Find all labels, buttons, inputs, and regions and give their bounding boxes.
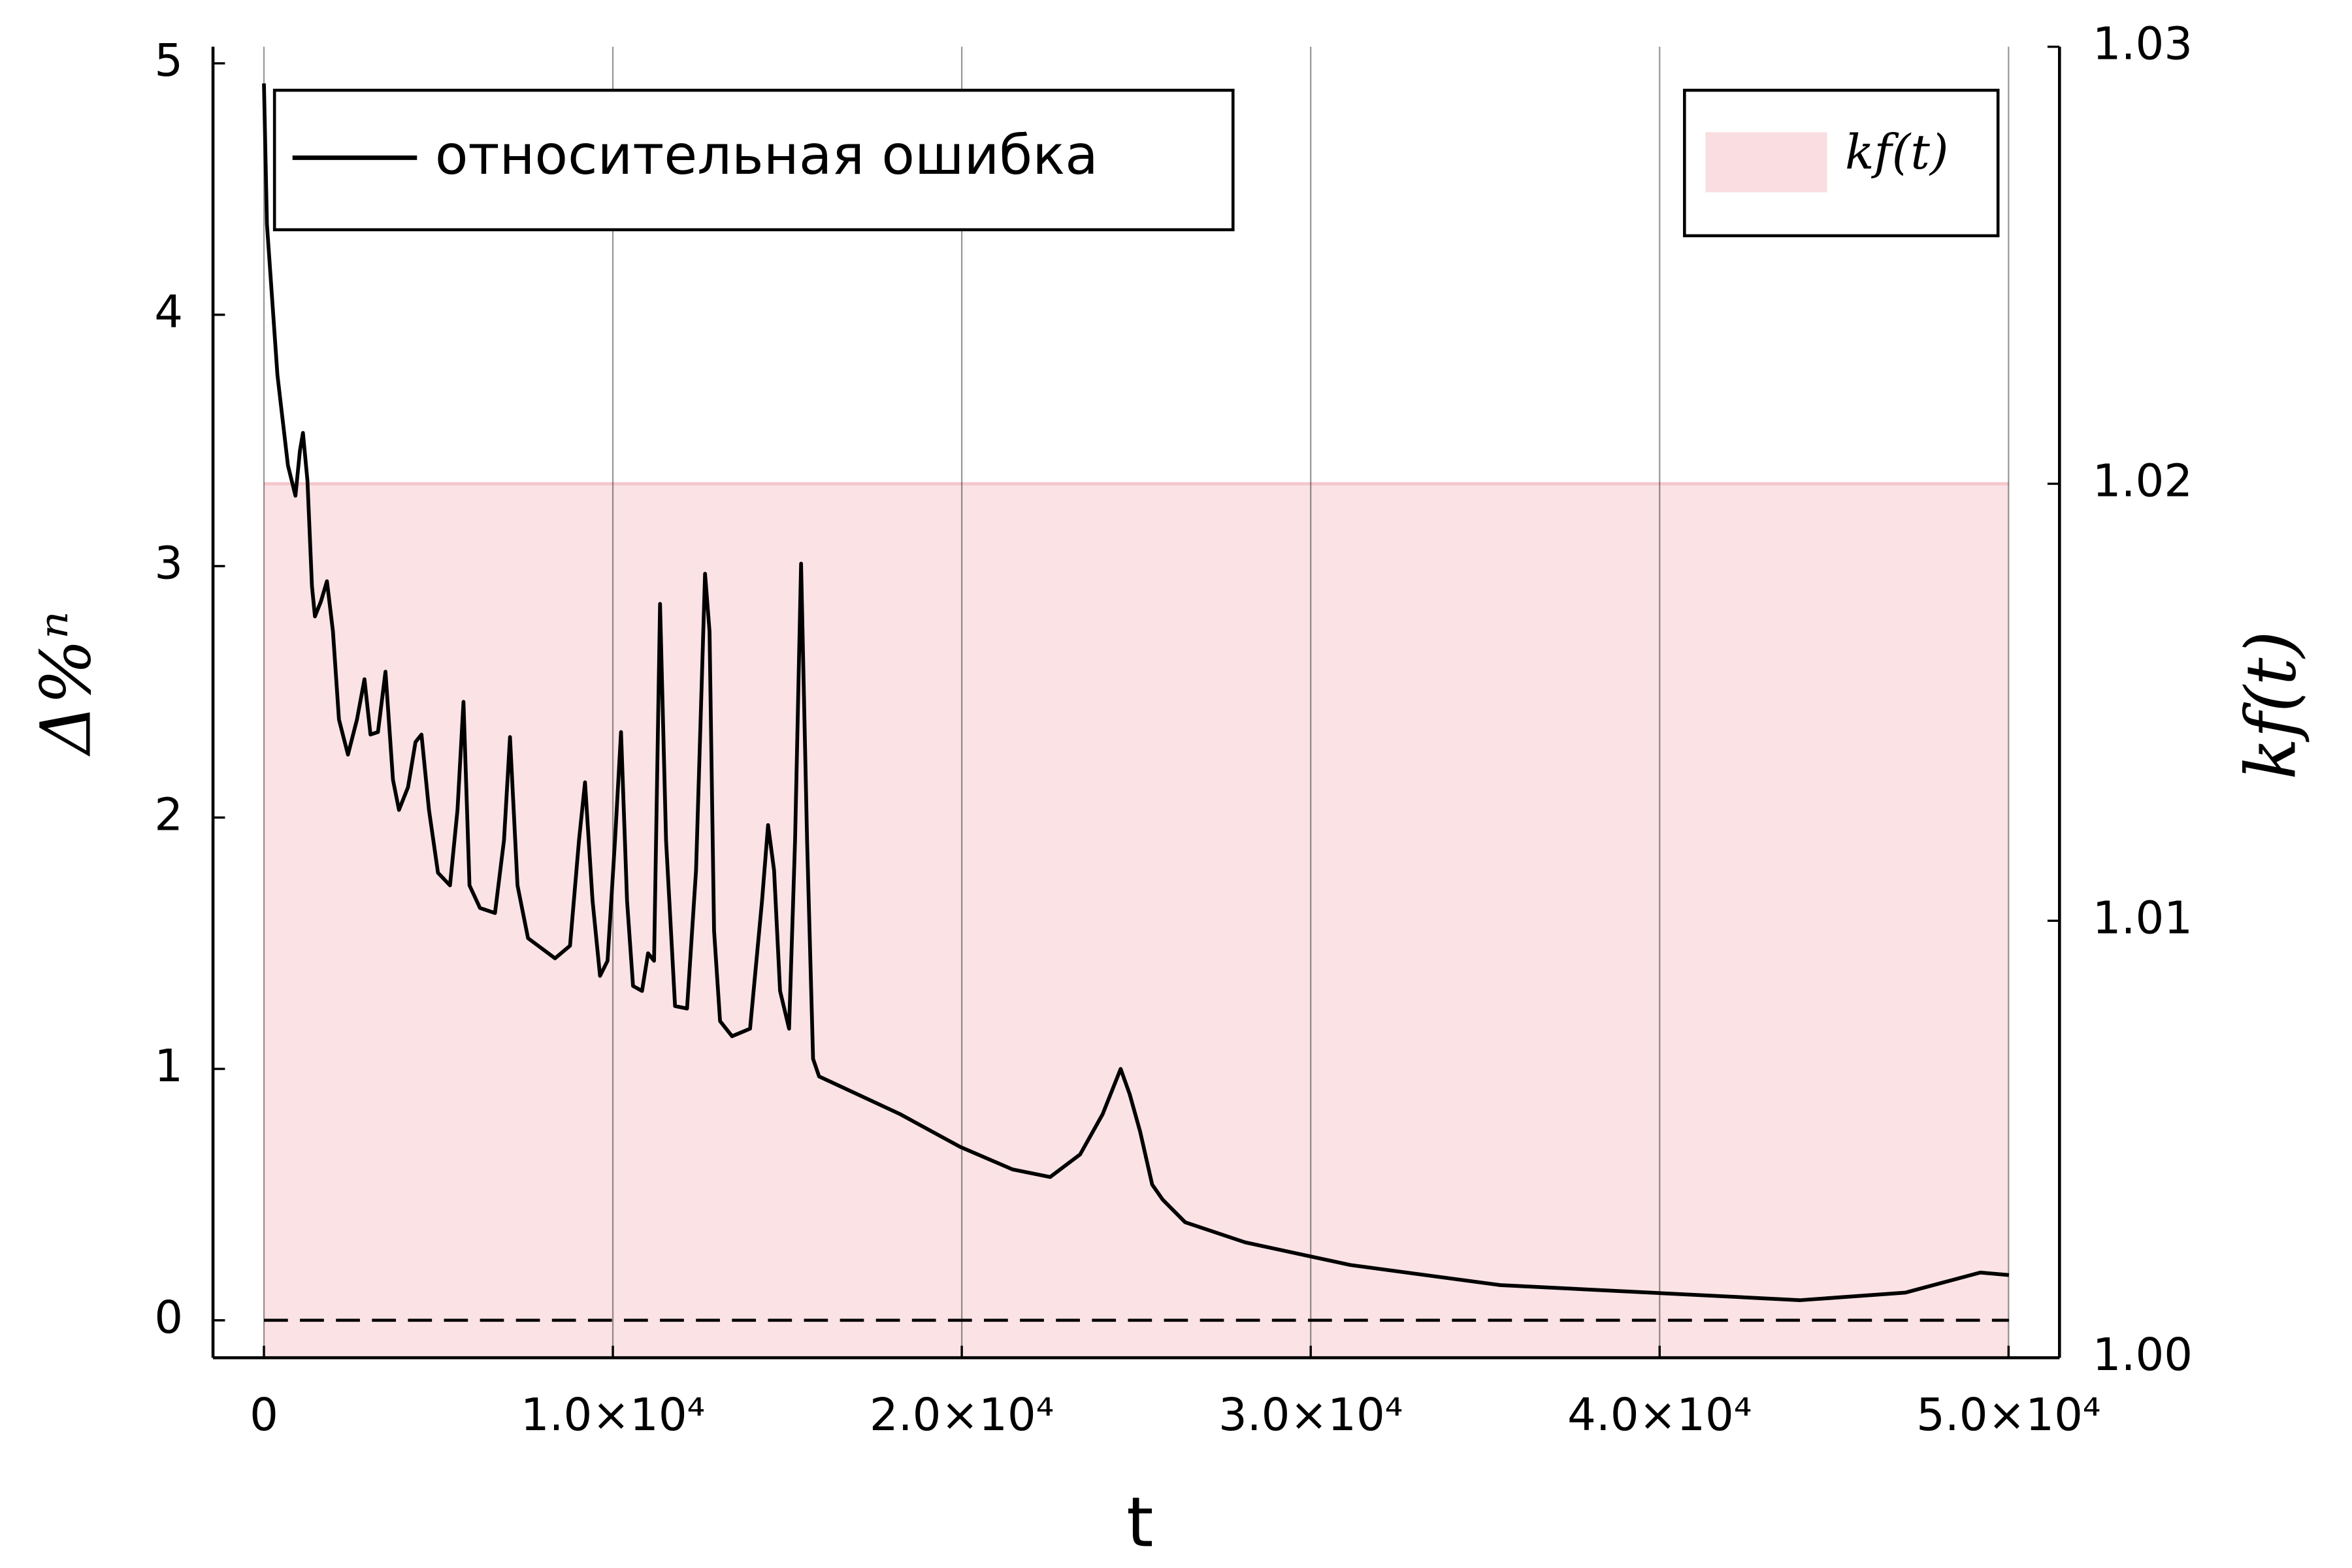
x-tick-label: 2.0×10⁴	[870, 1389, 1054, 1441]
y2-axis-title: kf(t)	[2230, 630, 2311, 779]
legend-label: относительная ошибка	[435, 124, 1098, 187]
y2-tick-label: 1.03	[2093, 18, 2193, 71]
y-tick-label: 3	[154, 538, 183, 590]
line	[262, 83, 2010, 1302]
x-tick-label: 3.0×10⁴	[1218, 1389, 1403, 1441]
x-tick-label: 5.0×10⁴	[1916, 1389, 2100, 1441]
x-tick-label: 4.0×10⁴	[1567, 1389, 1752, 1441]
y-tick-label: 0	[154, 1292, 183, 1344]
y2-tick-label: 1.00	[2093, 1329, 2193, 1381]
legend-label: kf(t)	[1845, 125, 1949, 180]
x-tick-label: 0	[250, 1389, 278, 1441]
x-axis-title: t	[1126, 1482, 1153, 1562]
y-axis-title: Δ%ⁿ	[25, 611, 106, 757]
x-tick-label: 1.0×10⁴	[521, 1389, 705, 1441]
legend-box	[272, 88, 1235, 231]
y2-tick-label: 1.02	[2093, 455, 2193, 507]
y-tick-label: 4	[154, 286, 183, 338]
legend-swatch	[1705, 132, 1827, 193]
y2-tick-label: 1.01	[2093, 892, 2193, 944]
y-tick-label: 5	[154, 35, 183, 87]
y-tick-label: 2	[154, 789, 183, 841]
y-tick-label: 1	[154, 1040, 183, 1092]
